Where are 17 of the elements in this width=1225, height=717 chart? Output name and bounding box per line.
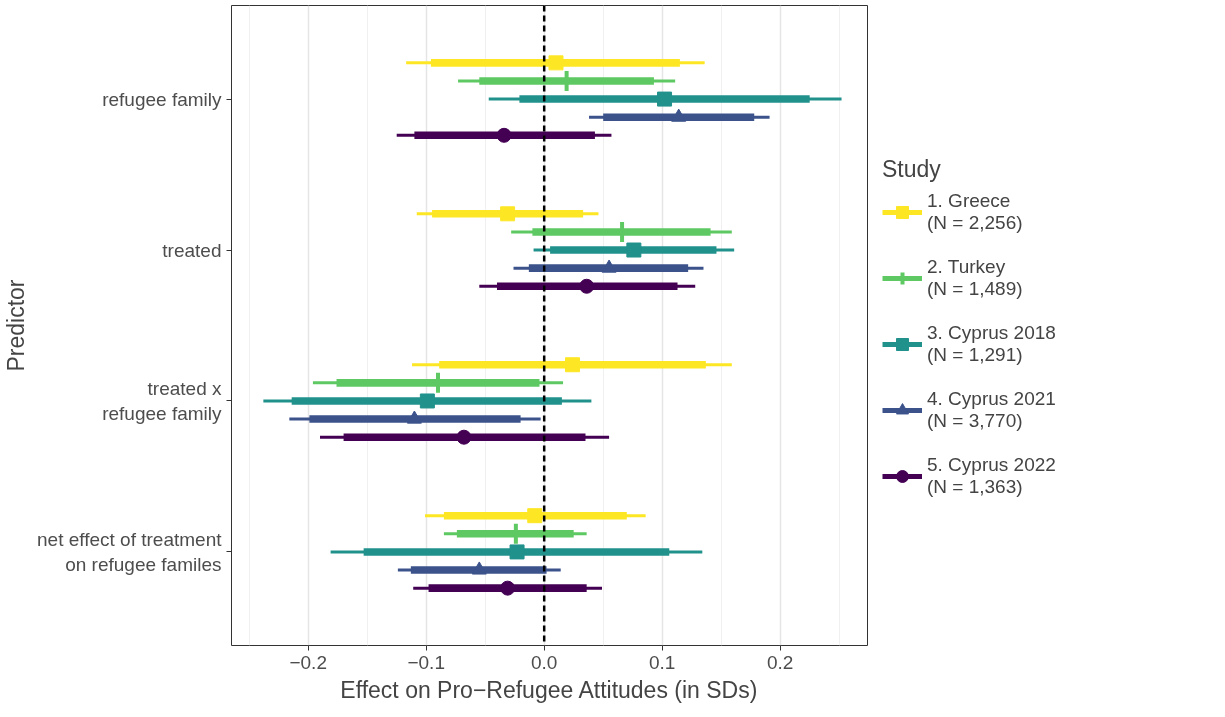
x-tick-label: 0.0 (530, 651, 558, 673)
y-tick-label: refugee family (102, 88, 222, 110)
legend-label: 5. Cyprus 2022 (N = 1,363) (927, 452, 1056, 499)
legend-title: Study (882, 155, 942, 183)
y-tick-label: net effect of treatment on refugee familes (37, 528, 223, 576)
legend-label: 4. Cyprus 2021 (N = 3,770) (927, 386, 1056, 433)
y-tick-label: treated x refugee family (102, 377, 222, 425)
y-tick-label: treated (162, 239, 222, 261)
legend-label: 1. Greece (N = 2,256) (927, 188, 1023, 235)
x-tick-label: −0.1 (407, 651, 445, 673)
legend-label: 3. Cyprus 2018 (N = 1,291) (927, 320, 1056, 367)
x-tick-label: 0.1 (648, 651, 676, 673)
legend-label: 2. Turkey (N = 1,489) (927, 254, 1023, 301)
x-tick-label: −0.2 (289, 651, 327, 673)
x-tick-label: 0.2 (766, 651, 794, 673)
x-axis-title: Effect on Pro−Refugee Attitudes (in SDs) (340, 676, 758, 703)
y-axis-title: Predictor (3, 279, 30, 372)
